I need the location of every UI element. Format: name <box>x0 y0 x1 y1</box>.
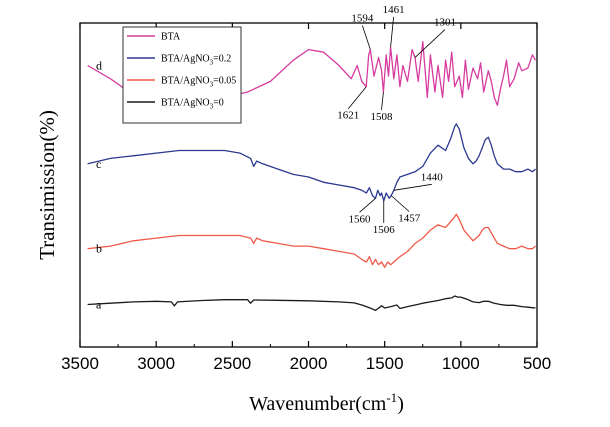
annotation-label: 1461 <box>383 4 405 16</box>
y-axis-label: Transimission(%) <box>35 110 59 260</box>
annotation-label: 1506 <box>373 224 396 236</box>
series-line-c <box>87 123 536 202</box>
annotation-label: 1621 <box>337 110 359 122</box>
legend-label-d: BTA <box>161 32 181 43</box>
x-tick-label: 3500 <box>61 354 99 373</box>
curve-label-c: c <box>96 157 101 171</box>
x-tick-label: 500 <box>523 354 551 373</box>
annotation-arrow <box>390 16 395 47</box>
annotation-label: 1457 <box>398 213 421 225</box>
x-tick-label: 3000 <box>137 354 175 373</box>
series-line-b <box>87 213 536 268</box>
annotation-arrow <box>381 92 384 111</box>
legend-label-c: BTA/AgNO3=0.2 <box>161 54 231 67</box>
series-line-d <box>87 40 537 106</box>
annotation-label: 1440 <box>421 171 444 183</box>
x-tick-label: 1000 <box>442 354 480 373</box>
x-tick-label: 1500 <box>366 354 404 373</box>
curve-label-b: b <box>96 242 102 256</box>
annotation-arrow <box>361 25 371 50</box>
legend-label-b: BTA/AgNO3=0.05 <box>161 76 236 89</box>
annotation-label: 1508 <box>370 111 393 123</box>
annotation-label: 1560 <box>349 213 372 225</box>
annotation-arrow <box>393 183 432 191</box>
annotation-label: 1594 <box>351 13 374 25</box>
x-axis-label: Wavenumber(cm-1) <box>249 390 404 415</box>
x-tick-label: 2000 <box>290 354 328 373</box>
annotation-arrow <box>347 86 367 109</box>
curve-label-d: d <box>96 58 102 72</box>
annotation-arrow <box>390 195 410 212</box>
curve-label-a: a <box>96 298 102 312</box>
legend-box <box>122 26 242 124</box>
annotation-label: 1301 <box>434 17 456 29</box>
annotation-arrow <box>359 197 376 213</box>
x-tick-label: 2500 <box>213 354 251 373</box>
annotation-arrow <box>414 29 446 58</box>
series-line-a <box>87 295 536 312</box>
legend-label-a: BTA/AgNO3=0 <box>161 98 224 111</box>
